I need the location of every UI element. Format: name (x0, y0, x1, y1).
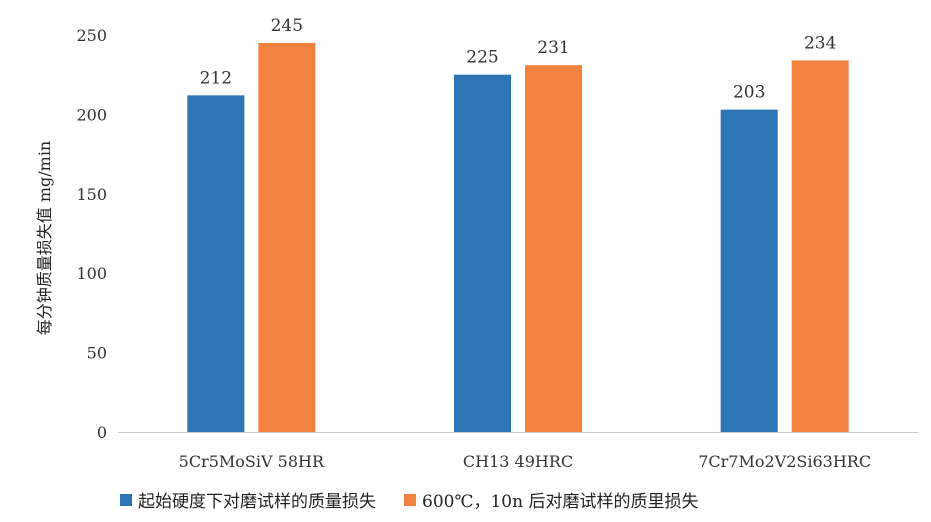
data-label: 212 (200, 68, 232, 88)
y-tick-label: 150 (76, 185, 107, 204)
category-label: 7Cr7Mo2V2Si63HRC (698, 452, 871, 471)
bar (791, 60, 849, 433)
y-axis-title: 每分钟质量损失值 mg/min (35, 141, 54, 336)
bar (525, 65, 582, 432)
legend-label-series-2: 600℃，10n 后对磨试样的质里损失 (422, 492, 699, 512)
bar (187, 95, 245, 433)
data-label: 234 (804, 33, 836, 53)
bars (187, 42, 849, 433)
y-axis-ticks: 0 50 100 150 200 250 (76, 26, 107, 442)
category-labels: 5Cr5MoSiV 58HR CH13 49HRC 7Cr7Mo2V2Si63HRC (179, 452, 871, 471)
category-label: CH13 49HRC (463, 452, 573, 471)
data-label: 245 (271, 16, 303, 36)
data-label: 231 (537, 38, 569, 58)
y-tick-label: 50 (87, 344, 107, 363)
y-tick-label: 200 (76, 105, 107, 124)
category-label: 5Cr5MoSiV 58HR (179, 452, 325, 471)
y-tick-label: 0 (97, 423, 107, 442)
legend-label-series-1: 起始硬度下对磨试样的质量损失 (138, 492, 376, 512)
legend: 起始硬度下对磨试样的质量损失 600℃，10n 后对磨试样的质里损失 (120, 487, 726, 512)
y-tick-label: 250 (76, 26, 107, 45)
legend-item-series-2: 600℃，10n 后对磨试样的质里损失 (404, 487, 698, 512)
y-tick-label: 100 (76, 264, 107, 283)
data-label: 203 (733, 83, 765, 103)
legend-swatch-series-1 (120, 493, 132, 506)
bar (454, 74, 511, 432)
data-labels: 212 245 225 231 203 234 (200, 16, 837, 103)
bar (720, 109, 778, 433)
data-label: 225 (466, 48, 498, 68)
legend-swatch-series-2 (404, 493, 416, 506)
bar (258, 42, 316, 432)
legend-item-series-1: 起始硬度下对磨试样的质量损失 (120, 487, 376, 512)
